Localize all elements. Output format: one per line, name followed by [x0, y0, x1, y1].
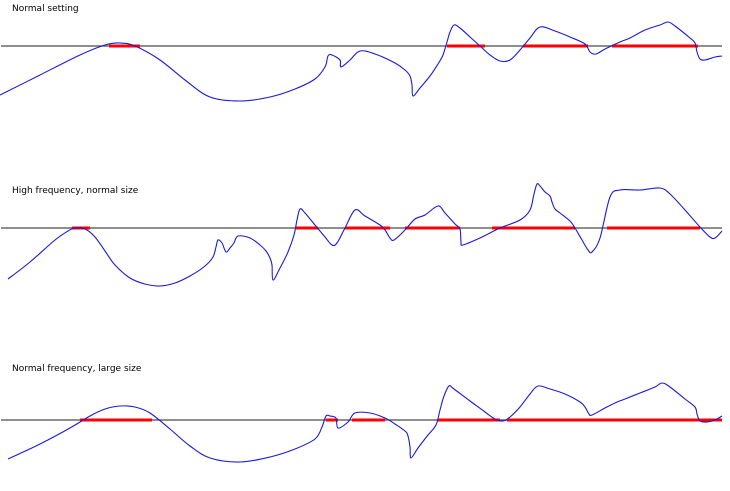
signal-plot — [1, 382, 723, 463]
panel-normal-setting: Normal setting — [0, 0, 730, 130]
signal-curve — [7, 183, 723, 287]
signal-plot — [0, 21, 723, 102]
panel-title: Normal setting — [12, 4, 79, 14]
signal-curve — [0, 21, 723, 102]
panel-title: High frequency, normal size — [12, 186, 139, 196]
panel-title: Normal frequency, large size — [12, 364, 142, 374]
panel-normal-frequency-large-size: Normal frequency, large size — [0, 361, 730, 491]
signal-curve — [7, 382, 723, 463]
panel-high-frequency-normal-size: High frequency, normal size — [0, 182, 730, 312]
signal-plot — [1, 183, 723, 287]
